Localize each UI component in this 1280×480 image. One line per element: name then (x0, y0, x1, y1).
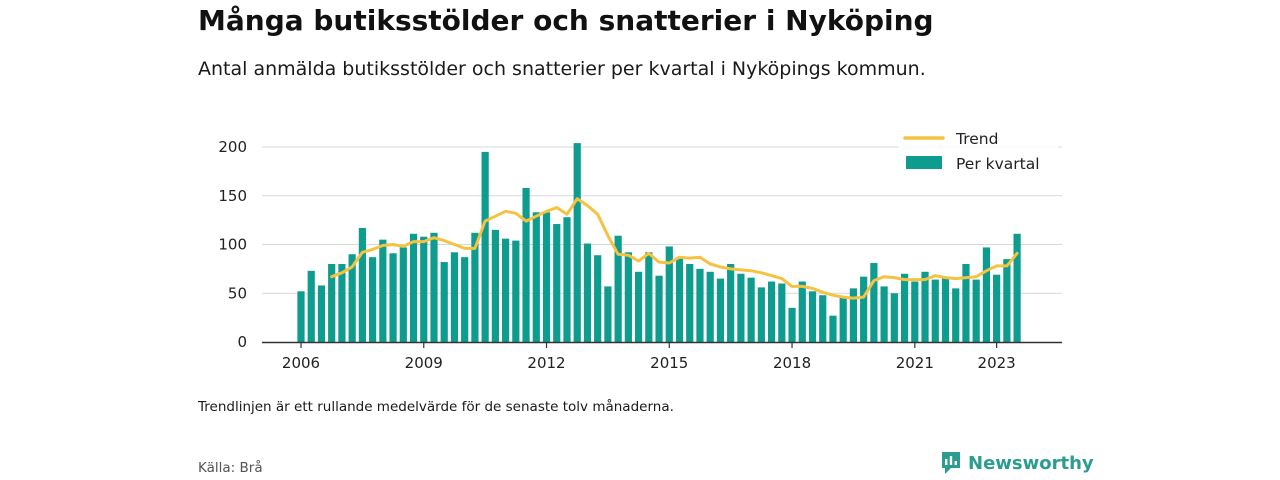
bar (890, 293, 898, 342)
bar (870, 263, 878, 342)
bar (338, 264, 346, 342)
bar (440, 262, 448, 342)
bar (409, 233, 418, 342)
bar (860, 276, 868, 342)
y-tick-label: 100 (218, 236, 247, 254)
bar (808, 291, 817, 342)
y-tick-label: 200 (218, 138, 247, 156)
bar (962, 264, 970, 342)
bar (491, 229, 499, 342)
bar (461, 257, 469, 342)
brand-logo: Newsworthy (940, 450, 1094, 476)
y-tick-label: 150 (218, 187, 247, 205)
bar (727, 264, 735, 342)
bar (665, 246, 673, 342)
legend-bar-swatch (906, 156, 942, 169)
bar (604, 286, 612, 342)
x-tick-label: 2015 (650, 354, 688, 372)
bar (767, 281, 776, 342)
brand-name: Newsworthy (968, 452, 1094, 474)
bar (716, 278, 725, 342)
bar (952, 288, 960, 342)
bar (573, 143, 581, 342)
bar (532, 212, 540, 342)
x-tick-label: 2006 (282, 354, 320, 372)
bar (379, 239, 387, 342)
bar (450, 252, 459, 342)
x-tick-label: 2009 (405, 354, 443, 372)
bar (849, 288, 858, 342)
bar (594, 255, 602, 342)
bar (502, 238, 510, 342)
bar (1013, 233, 1021, 342)
bar (297, 291, 305, 342)
bar (921, 271, 929, 342)
bar (798, 281, 806, 342)
bar (747, 277, 755, 342)
bar (634, 271, 643, 342)
bar (645, 252, 653, 342)
chart-subtitle: Antal anmälda butiksstölder och snatteri… (198, 58, 926, 80)
footnote: Trendlinjen är ett rullande medelvärde f… (198, 399, 674, 415)
newsworthy-logo-icon (942, 452, 960, 474)
x-tick-label: 2012 (527, 354, 565, 372)
bar (614, 235, 622, 342)
bar (880, 286, 888, 342)
bar (512, 240, 520, 342)
bar (583, 243, 592, 342)
bar (931, 279, 939, 342)
bar (389, 253, 397, 342)
bar (471, 232, 479, 342)
y-tick-label: 50 (228, 284, 247, 302)
bar (819, 295, 827, 342)
bar (829, 315, 837, 342)
bar (778, 283, 786, 342)
source-label: Källa: Brå (198, 460, 263, 476)
bar-series (297, 143, 1021, 342)
bar (982, 247, 991, 342)
chart-title: Många butiksstölder och snatterier i Nyk… (198, 4, 934, 37)
bar (737, 273, 745, 342)
bar (675, 257, 684, 342)
bar (420, 236, 428, 342)
bar (972, 279, 980, 342)
trend-series (330, 197, 1019, 300)
legend-bar-label: Per kvartal (956, 155, 1040, 173)
bar (522, 187, 530, 342)
bar (686, 264, 694, 342)
bar (328, 264, 336, 342)
bar (941, 276, 950, 342)
bar (757, 287, 765, 342)
bar (369, 257, 377, 342)
bar (399, 247, 407, 342)
bar (563, 217, 571, 342)
x-tick-label: 2021 (896, 354, 934, 372)
bar (553, 224, 561, 342)
legend-trend-label: Trend (955, 130, 998, 148)
bar (542, 212, 551, 342)
bar (706, 271, 714, 342)
bar (348, 254, 356, 342)
bar (900, 273, 909, 342)
chart-area: 0 50 100 150 200 2006 2009 2012 2015 2018 2021 2023… (218, 128, 1062, 372)
bar (1003, 259, 1011, 342)
bar (839, 297, 847, 342)
bar (481, 151, 489, 342)
bar (307, 270, 315, 342)
bar (317, 285, 326, 342)
bar (655, 275, 663, 342)
bar (430, 232, 438, 342)
legend: Trend Per kvartal (898, 128, 1058, 176)
trend-line (330, 197, 1019, 300)
bar (993, 274, 1001, 342)
axes: 0 50 100 150 200 2006 2009 2012 2015 2018 2021 2023 (218, 138, 1062, 372)
y-tick-label: 0 (237, 333, 247, 351)
x-tick-label: 2018 (773, 354, 811, 372)
bar (624, 252, 632, 342)
bar (696, 268, 704, 342)
bar (788, 307, 796, 342)
bar (911, 281, 919, 342)
x-tick-label: 2023 (978, 354, 1016, 372)
bar (358, 227, 366, 342)
